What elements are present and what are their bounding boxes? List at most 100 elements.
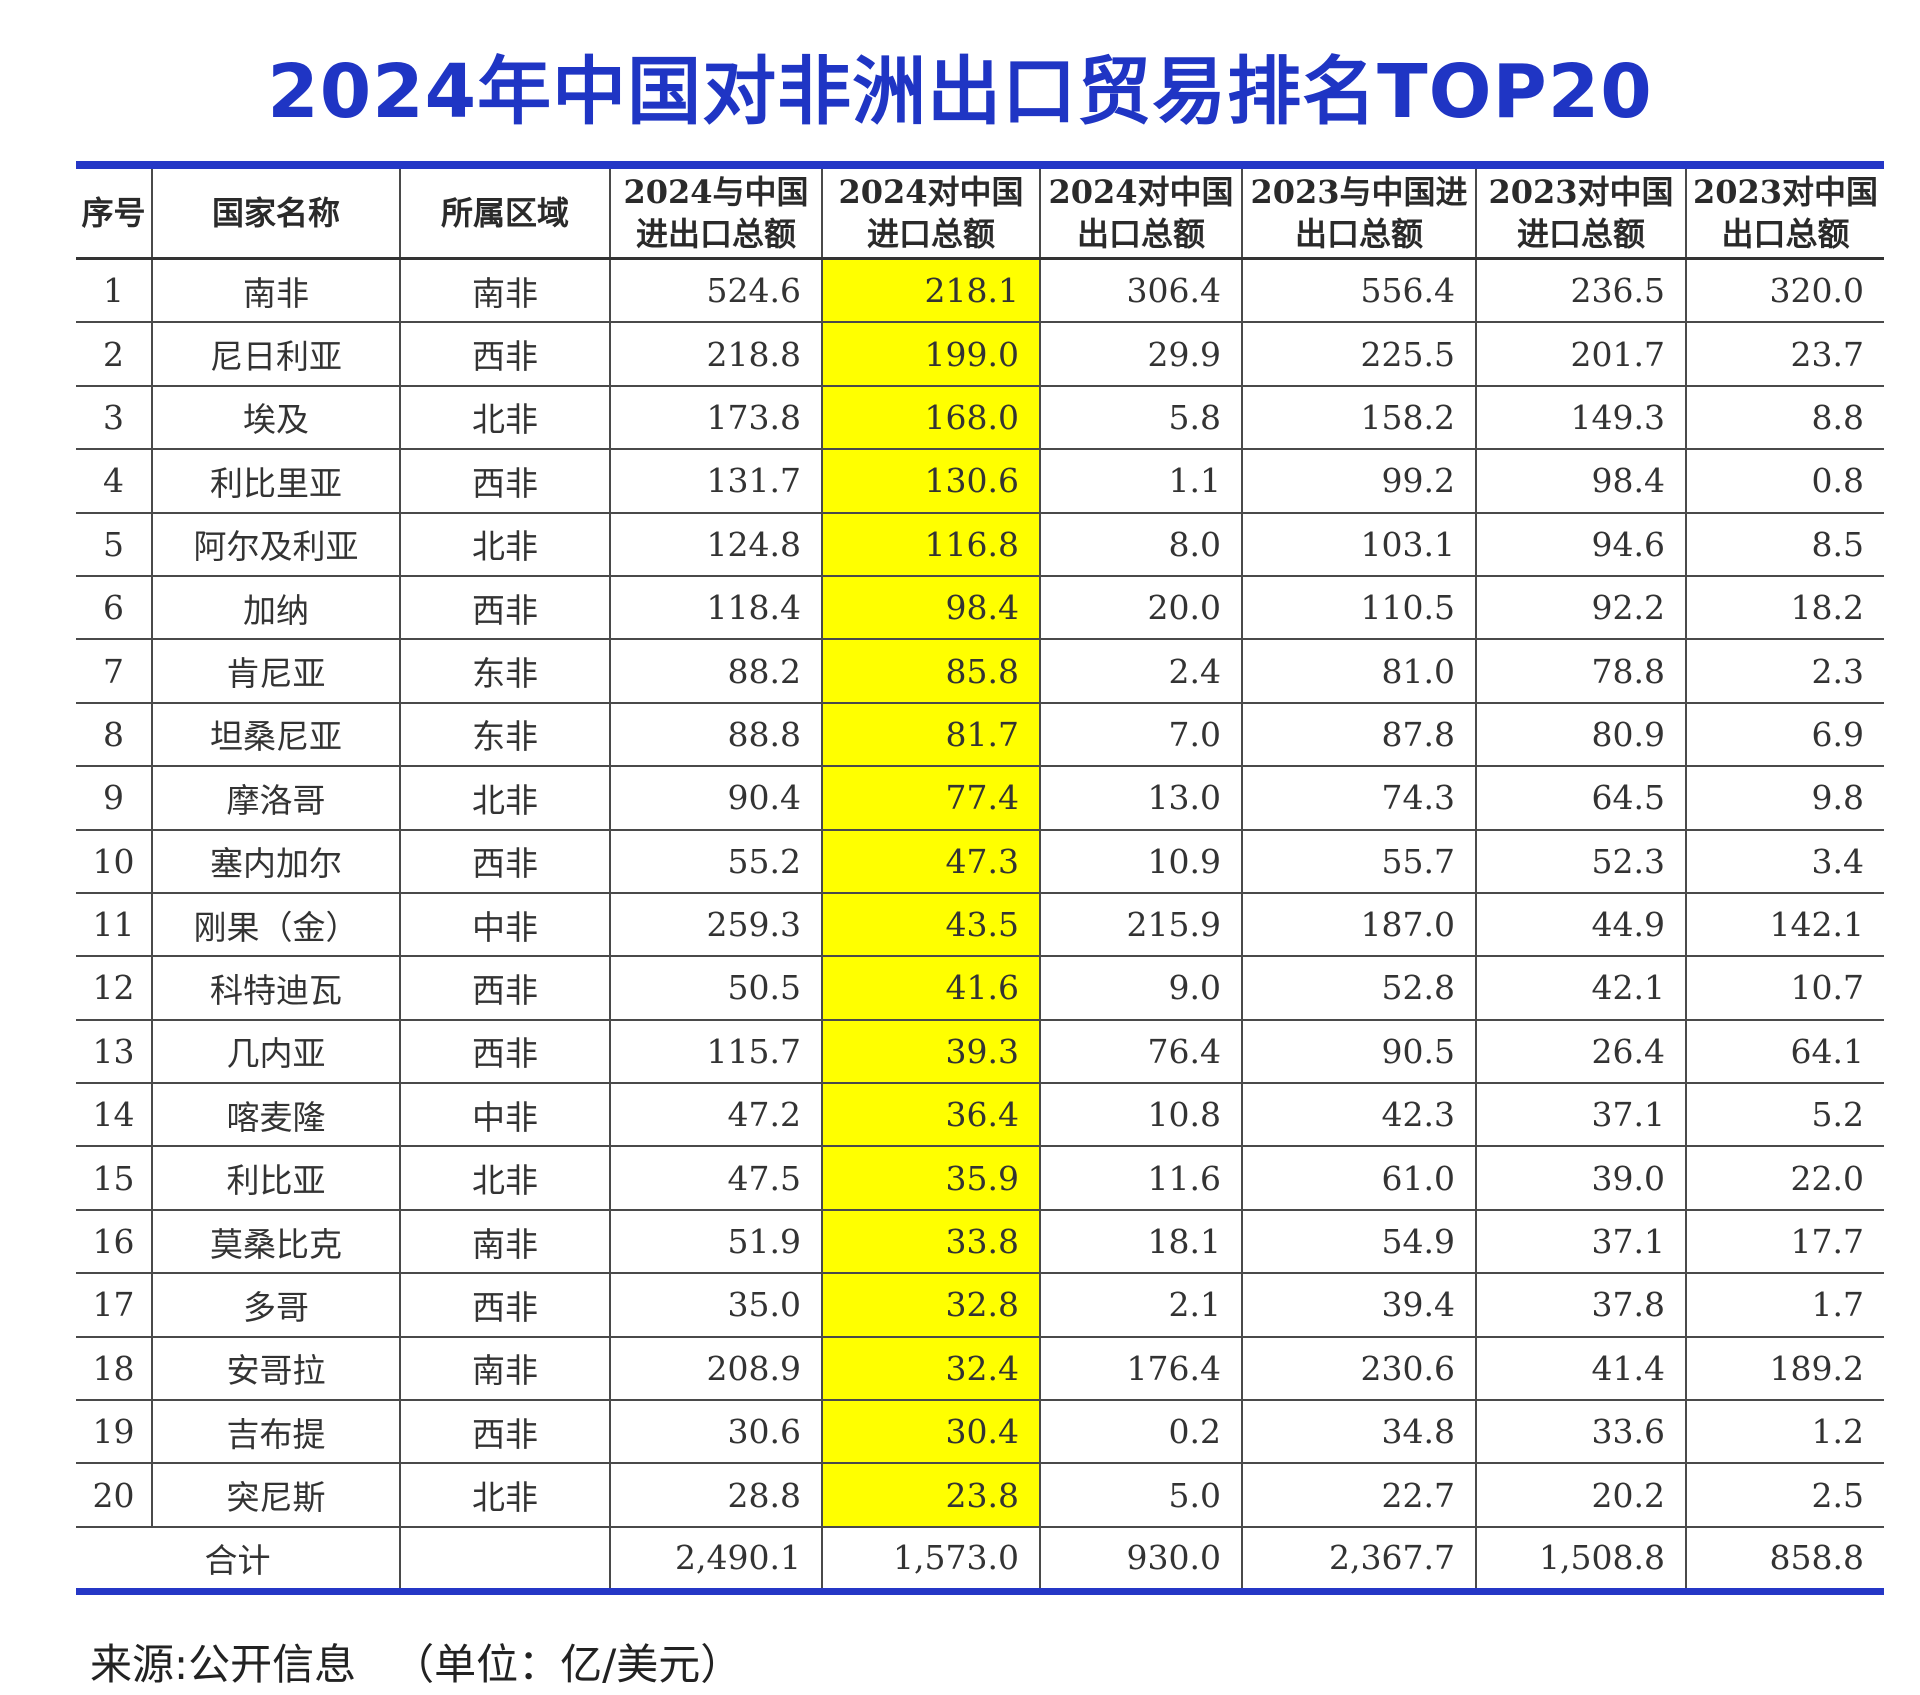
- cell-index: 3: [76, 385, 152, 451]
- cell-2024-export: 2.1: [1039, 1273, 1242, 1338]
- table-row: 16 莫桑比克 南非 51.9 33.8 18.1 54.9 37.1 17.7: [76, 1209, 1884, 1275]
- cell-2023-import: 37.8: [1475, 1273, 1686, 1338]
- cell-country: 安哥拉: [151, 1336, 400, 1402]
- cell-2023-import: 41.4: [1475, 1336, 1686, 1402]
- cell-2023-import: 149.3: [1475, 385, 1686, 451]
- cell-index: 6: [76, 575, 152, 641]
- table-row: 18 安哥拉 南非 208.9 32.4 176.4 230.6 41.4 189.2: [76, 1336, 1884, 1402]
- header-2024-export: 2024对中国出口总额: [1039, 165, 1242, 260]
- cell-2023-total: 39.4: [1241, 1273, 1476, 1338]
- cell-2024-total: 124.8: [609, 512, 822, 577]
- cell-region: 北非: [399, 1146, 610, 1211]
- table-row: 6 加纳 西非 118.4 98.4 20.0 110.5 92.2 18.2: [76, 575, 1884, 641]
- cell-2023-export: 5.2: [1685, 1083, 1884, 1148]
- table-row: 15 利比亚 北非 47.5 35.9 11.6 61.0 39.0 22.0: [76, 1146, 1884, 1211]
- cell-index: 8: [76, 702, 152, 768]
- cell-index: 4: [76, 449, 152, 514]
- cell-2024-export: 0.2: [1039, 1400, 1242, 1465]
- cell-country: 刚果（金）: [151, 892, 400, 958]
- table-body: 1 南非 南非 524.6 218.1 306.4 556.4 236.5 320.0 2 尼日利亚…: [76, 258, 1884, 1592]
- table-row: 19 吉布提 西非 30.6 30.4 0.2 34.8 33.6 1.2: [76, 1400, 1884, 1465]
- cell-region: 西非: [399, 449, 610, 514]
- cell-2024-total: 118.4: [609, 575, 822, 641]
- cell-2023-import: 20.2: [1475, 1463, 1686, 1528]
- header-2024-total: 2024与中国进出口总额: [609, 165, 822, 260]
- cell-region: 南非: [399, 1336, 610, 1402]
- page-title: 2024年中国对非洲出口贸易排名TOP20: [267, 49, 1653, 135]
- cell-2023-import: 201.7: [1475, 322, 1686, 387]
- table-row: 10 塞内加尔 西非 55.2 47.3 10.9 55.7 52.3 3.4: [76, 829, 1884, 894]
- cell-2024-total: 88.2: [609, 639, 822, 704]
- cell-country: 几内亚: [151, 1019, 400, 1085]
- cell-2024-export: 13.0: [1039, 766, 1242, 831]
- table-header-row: 序号 国家名称 所属区域 2024与中国进出口总额 2024对中国进口总额 20…: [76, 165, 1884, 260]
- cell-2023-total: 230.6: [1241, 1336, 1476, 1402]
- total-2023-import: 1,508.8: [1475, 1526, 1686, 1592]
- cell-2024-import: 47.3: [821, 829, 1040, 894]
- cell-country: 加纳: [151, 575, 400, 641]
- cell-2023-export: 64.1: [1685, 1019, 1884, 1085]
- cell-index: 15: [76, 1146, 152, 1211]
- cell-2023-total: 103.1: [1241, 512, 1476, 577]
- cell-region: 北非: [399, 766, 610, 831]
- cell-2023-total: 74.3: [1241, 766, 1476, 831]
- cell-2023-import: 80.9: [1475, 702, 1686, 768]
- cell-2024-export: 76.4: [1039, 1019, 1242, 1085]
- cell-2023-total: 90.5: [1241, 1019, 1476, 1085]
- cell-2024-total: 50.5: [609, 956, 822, 1021]
- cell-country: 埃及: [151, 385, 400, 451]
- cell-2024-import: 168.0: [821, 385, 1040, 451]
- cell-2023-import: 44.9: [1475, 892, 1686, 958]
- cell-2024-import: 77.4: [821, 766, 1040, 831]
- cell-index: 14: [76, 1083, 152, 1148]
- cell-2024-export: 7.0: [1039, 702, 1242, 768]
- cell-2024-export: 8.0: [1039, 512, 1242, 577]
- cell-country: 莫桑比克: [151, 1209, 400, 1275]
- cell-index: 16: [76, 1209, 152, 1275]
- header-2024-import: 2024对中国进口总额: [821, 165, 1040, 260]
- cell-2024-import: 35.9: [821, 1146, 1040, 1211]
- cell-2023-import: 52.3: [1475, 829, 1686, 894]
- cell-index: 2: [76, 322, 152, 387]
- table-row: 3 埃及 北非 173.8 168.0 5.8 158.2 149.3 8.8: [76, 385, 1884, 451]
- cell-2023-import: 42.1: [1475, 956, 1686, 1021]
- table-row: 13 几内亚 西非 115.7 39.3 76.4 90.5 26.4 64.1: [76, 1019, 1884, 1085]
- cell-2024-export: 11.6: [1039, 1146, 1242, 1211]
- table-row: 8 坦桑尼亚 东非 88.8 81.7 7.0 87.8 80.9 6.9: [76, 702, 1884, 768]
- cell-region: 西非: [399, 829, 610, 894]
- cell-2023-total: 61.0: [1241, 1146, 1476, 1211]
- cell-2023-import: 64.5: [1475, 766, 1686, 831]
- cell-2024-total: 173.8: [609, 385, 822, 451]
- cell-index: 9: [76, 766, 152, 831]
- cell-region: 北非: [399, 512, 610, 577]
- cell-2024-export: 306.4: [1039, 258, 1242, 324]
- cell-2023-import: 236.5: [1475, 258, 1686, 324]
- cell-2023-total: 42.3: [1241, 1083, 1476, 1148]
- cell-2023-export: 2.5: [1685, 1463, 1884, 1528]
- cell-2024-total: 208.9: [609, 1336, 822, 1402]
- total-2023-total: 2,367.7: [1241, 1526, 1476, 1592]
- cell-2023-export: 9.8: [1685, 766, 1884, 831]
- cell-region: 西非: [399, 575, 610, 641]
- cell-2023-export: 142.1: [1685, 892, 1884, 958]
- cell-2024-import: 98.4: [821, 575, 1040, 641]
- cell-country: 利比亚: [151, 1146, 400, 1211]
- table-row: 14 喀麦隆 中非 47.2 36.4 10.8 42.3 37.1 5.2: [76, 1083, 1884, 1148]
- cell-2023-export: 18.2: [1685, 575, 1884, 641]
- cell-2024-total: 55.2: [609, 829, 822, 894]
- header-country: 国家名称: [151, 165, 400, 260]
- cell-2023-total: 556.4: [1241, 258, 1476, 324]
- cell-2024-import: 43.5: [821, 892, 1040, 958]
- cell-2023-total: 225.5: [1241, 322, 1476, 387]
- cell-2024-import: 39.3: [821, 1019, 1040, 1085]
- cell-country: 阿尔及利亚: [151, 512, 400, 577]
- cell-region: 西非: [399, 322, 610, 387]
- cell-index: 5: [76, 512, 152, 577]
- table-row: 2 尼日利亚 西非 218.8 199.0 29.9 225.5 201.7 23.7: [76, 322, 1884, 387]
- cell-country: 尼日利亚: [151, 322, 400, 387]
- cell-index: 13: [76, 1019, 152, 1085]
- cell-2024-total: 47.2: [609, 1083, 822, 1148]
- cell-2024-total: 28.8: [609, 1463, 822, 1528]
- cell-country: 塞内加尔: [151, 829, 400, 894]
- cell-country: 坦桑尼亚: [151, 702, 400, 768]
